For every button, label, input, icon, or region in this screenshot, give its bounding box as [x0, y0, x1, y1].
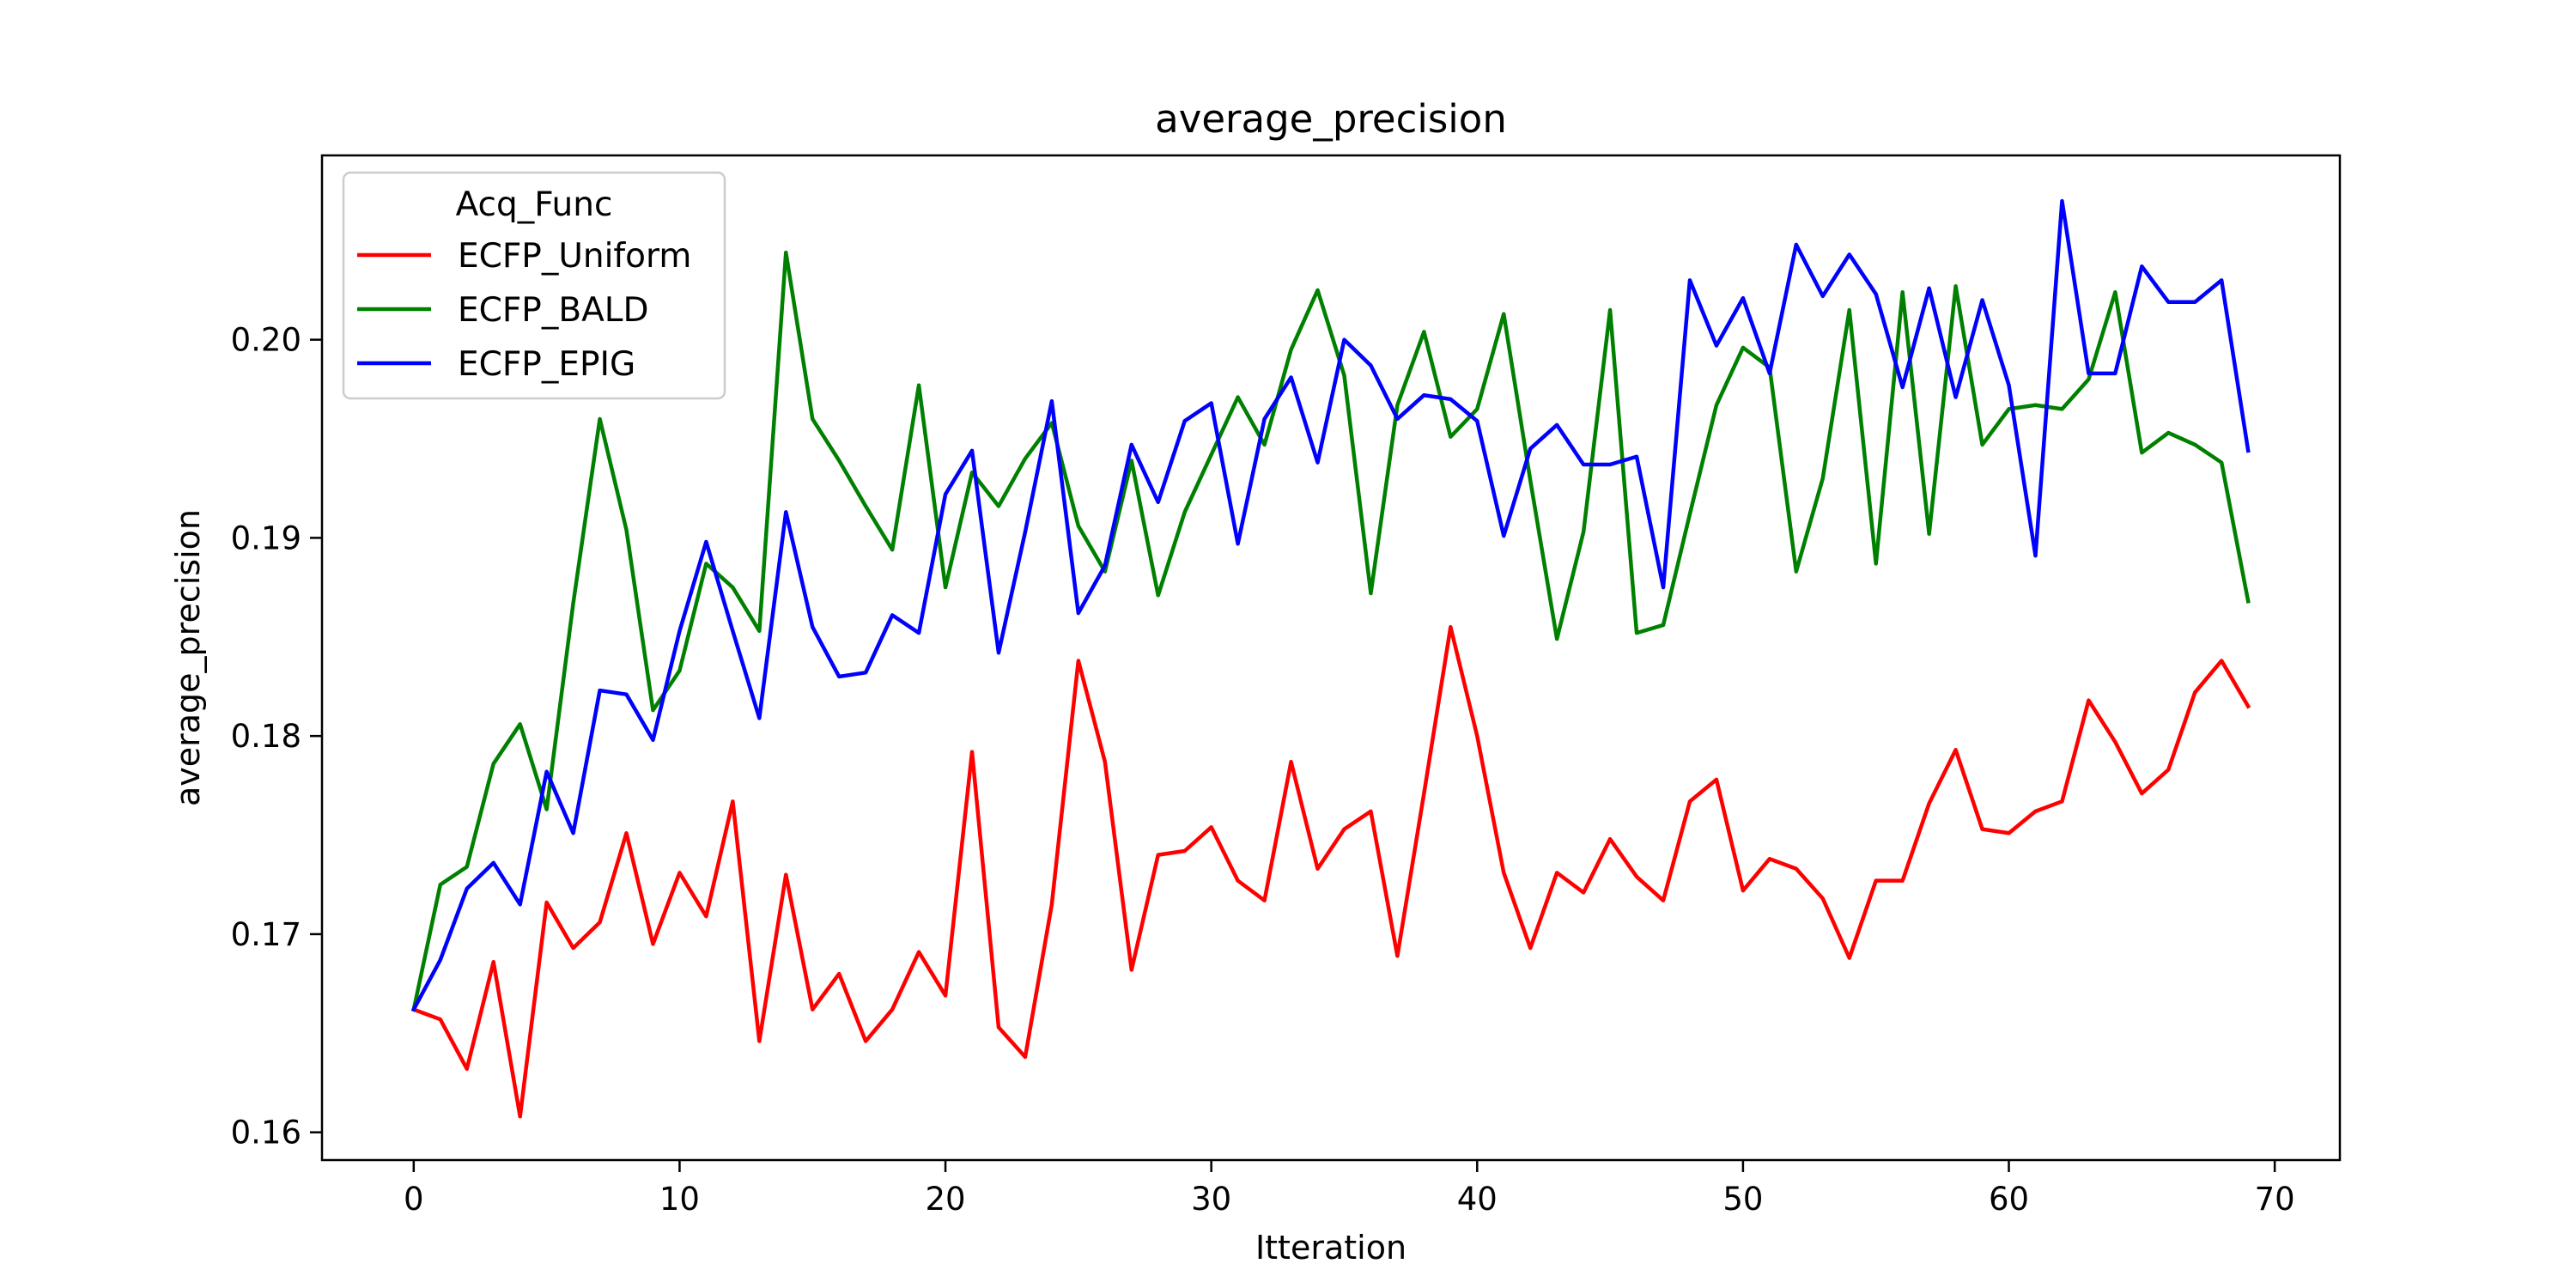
x-tick-label: 10 — [659, 1181, 700, 1218]
plot-frame — [320, 154, 2342, 1162]
legend-label: ECFP_Uniform — [458, 237, 691, 276]
series-line-ecfp-epig — [410, 198, 2251, 1012]
y-axis-label: average_precision — [169, 509, 207, 806]
legend-title: Acq_Func — [456, 185, 613, 224]
legend-label: ECFP_BALD — [458, 291, 649, 330]
series-line-ecfp-uniform — [410, 624, 2251, 1119]
series-line-ecfp-bald — [411, 250, 2251, 1012]
legend: Acq_Func ECFP_Uniform ECFP_BALD ECFP_EPIG — [342, 171, 726, 400]
legend-items: ECFP_Uniform ECFP_BALD ECFP_EPIG — [357, 237, 691, 384]
y-tick-label: 0.16 — [231, 1115, 301, 1151]
x-tick-label: 60 — [1989, 1181, 2029, 1218]
y-tick-label: 0.17 — [231, 916, 301, 953]
x-tick-label: 40 — [1457, 1181, 1498, 1218]
chart-title: average_precision — [1155, 96, 1507, 142]
legend-label: ECFP_EPIG — [458, 345, 635, 384]
legend-box — [342, 171, 726, 400]
y-tick-label: 0.20 — [231, 322, 301, 359]
y-axis: 0.16 0.17 0.18 0.19 0.20 — [231, 322, 322, 1151]
x-tick-label: 50 — [1722, 1181, 1763, 1218]
x-tick-label: 30 — [1191, 1181, 1231, 1218]
y-tick-label: 0.19 — [231, 519, 301, 556]
x-tick-label: 70 — [2255, 1181, 2295, 1218]
x-tick-label: 0 — [404, 1181, 424, 1218]
series-layer — [410, 198, 2251, 1119]
x-tick-label: 20 — [926, 1181, 966, 1218]
x-axis-label: Itteration — [1255, 1229, 1406, 1267]
y-tick-label: 0.18 — [231, 718, 301, 755]
x-axis: 0 10 20 30 40 50 60 70 — [404, 1160, 2295, 1218]
